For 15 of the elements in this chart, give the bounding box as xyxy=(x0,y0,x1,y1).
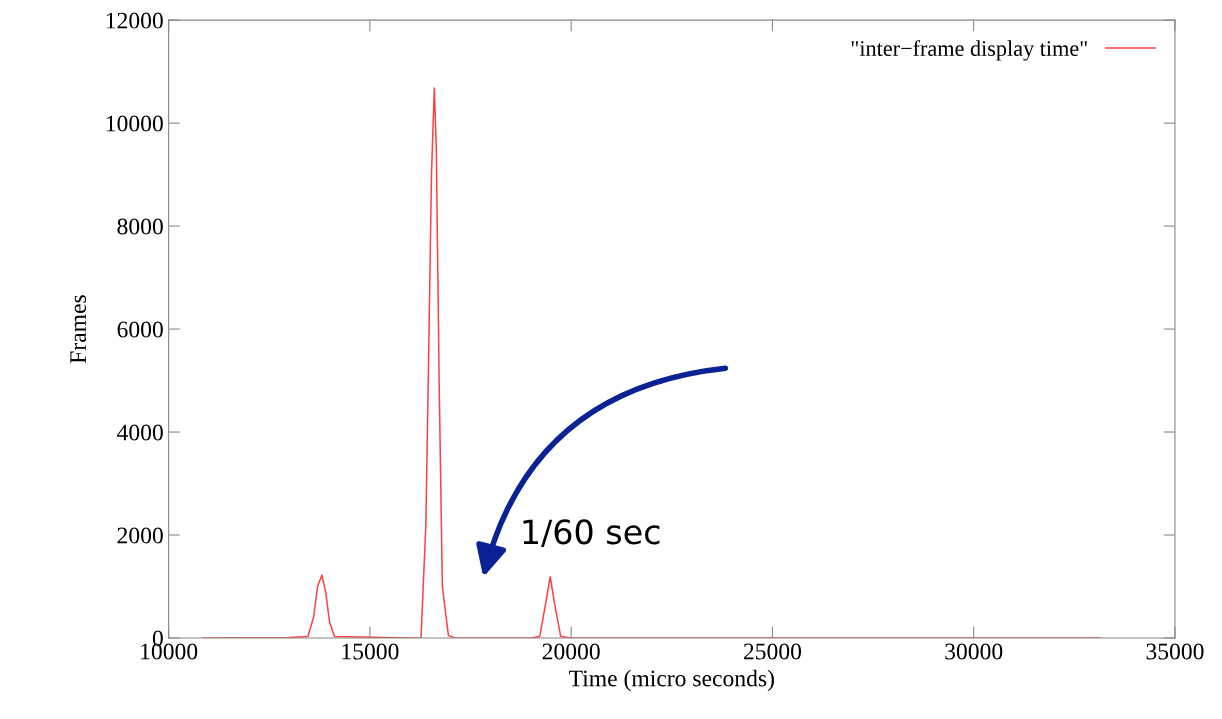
annotation: 1/60 sec xyxy=(523,519,660,548)
y-tick-label: 8000 xyxy=(117,218,163,235)
y-axis-title: Frames xyxy=(70,295,87,364)
y-tick-label: 6000 xyxy=(117,321,163,338)
y-tick-label: 4000 xyxy=(117,424,163,441)
y-tick-label: 2000 xyxy=(117,527,163,544)
x-tick-label: 35000 xyxy=(1146,643,1204,660)
x-tick-label: 15000 xyxy=(342,643,399,660)
x-tick-label: 20000 xyxy=(542,643,600,660)
y-tick-label: 12000 xyxy=(106,12,163,29)
x-tick-label: 25000 xyxy=(743,643,802,660)
x-tick-label: 30000 xyxy=(945,643,1003,660)
x-axis-title: Time (micro seconds) xyxy=(569,669,774,692)
legend-label: "inter−frame display time" xyxy=(851,40,1087,61)
y-tick-label: 10000 xyxy=(106,115,163,132)
